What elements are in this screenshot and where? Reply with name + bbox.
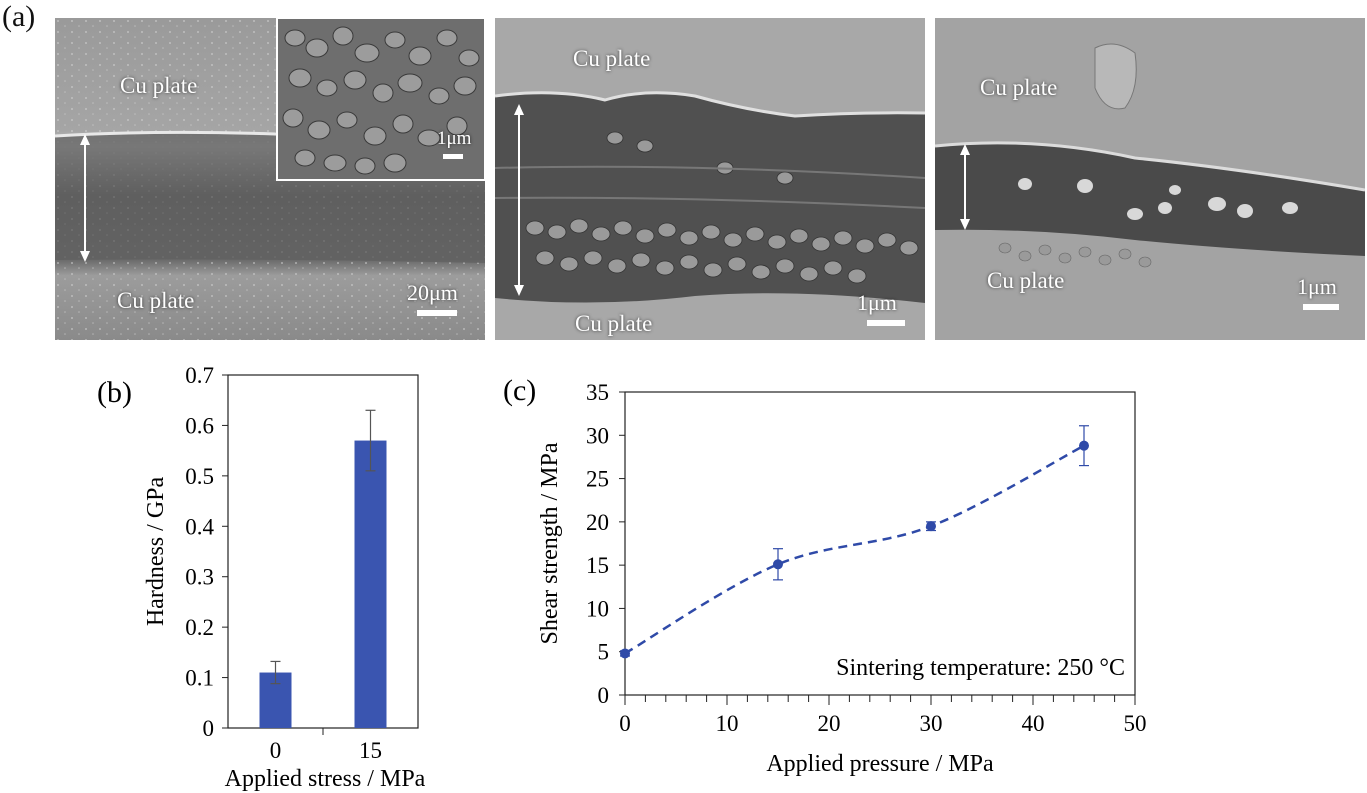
y-tick-label: 0 [598,683,610,708]
sem-1-scale-bar [417,310,457,316]
plot-frame [624,391,1136,696]
sem-image-2: Cu plate Cu plate 1μm [495,18,925,340]
y-tick-label: 20 [586,510,609,535]
sem-image-1-texture [55,18,485,340]
y-tick-label: 25 [586,467,609,492]
y-tick-label: 0.7 [185,363,214,388]
y-tick-label: 0.6 [185,413,214,438]
sem-1-bottom-label: Cu plate [117,288,195,313]
x-tick-label: 0 [270,738,282,763]
sem-image-3-texture [935,18,1365,340]
hardness-chart: (b) 0 0.1 0.2 0.3 0.4 0.5 0.6 0.7 0 15 Applied stre… [97,363,426,792]
data-point [926,521,936,532]
y-axis-label: Shear strength / MPa [537,442,563,644]
sem-image-1: Cu plate Cu plate 20μm 1μm [55,18,485,340]
data-point [773,559,783,570]
sem-1-scale-label: 20μm [407,280,458,305]
y-tick-label: 0.3 [185,565,214,590]
data-point [620,648,630,659]
y-tick-label: 0 [203,716,215,741]
sem-1-inset-scale-label: 1μm [437,128,472,149]
y-tick-label: 0.4 [185,514,214,539]
sem-3-scale-bar [1303,304,1339,310]
x-axis-label: Applied pressure / MPa [766,751,994,777]
y-axis-label: Hardness / GPa [143,477,169,627]
panel-c-label: (c) [503,374,536,407]
panel-a-label: (a) [2,0,36,33]
panel-b-label: (b) [97,376,132,409]
y-tick-label: 0.5 [185,464,214,489]
y-tick-label: 10 [586,596,609,621]
y-tick-label: 0.1 [185,666,214,691]
sem-2-scale-bar [867,320,905,326]
x-tick-label: 15 [359,738,382,763]
sem-1-inset-scale-bar [443,154,463,159]
sem-1-top-label: Cu plate [120,73,198,98]
sem-3-top-label: Cu plate [980,75,1058,100]
x-tick-label: 50 [1124,711,1147,736]
sem-2-top-label: Cu plate [573,46,651,71]
sem-3-bottom-label: Cu plate [987,268,1065,293]
data-point [1079,440,1089,451]
x-axis-label: Applied stress / MPa [225,766,426,792]
sem-image-3: Cu plate Cu plate 1μm [935,18,1365,340]
y-tick-label: 30 [586,423,609,448]
sem-3-scale-label: 1μm [1297,274,1337,299]
shear-strength-chart: (c) 0 5 10 15 20 25 30 35 0 10 20 30 40 50 Sintering te… [503,374,1147,777]
x-tick-label: 10 [716,711,739,736]
y-tick-label: 15 [586,553,609,578]
x-tick-label: 0 [619,711,631,736]
y-tick-label: 35 [586,380,609,405]
series-line [624,444,1085,655]
sem-2-bottom-label: Cu plate [575,311,653,336]
x-tick-label: 40 [1022,711,1045,736]
sem-image-2-texture [495,18,925,340]
x-tick-label: 20 [818,711,841,736]
y-tick-label: 5 [598,640,610,665]
annotation: Sintering temperature: 250 °C [836,655,1125,681]
plot-frame [227,374,419,729]
sem-2-scale-label: 1μm [857,290,897,315]
bar [354,440,387,728]
y-tick-label: 0.2 [185,615,214,640]
x-tick-label: 30 [920,711,943,736]
